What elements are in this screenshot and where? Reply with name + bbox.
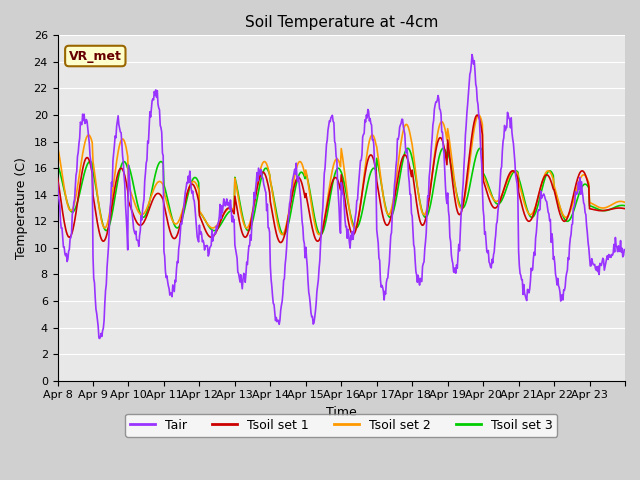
- X-axis label: Time: Time: [326, 406, 356, 419]
- Legend: Tair, Tsoil set 1, Tsoil set 2, Tsoil set 3: Tair, Tsoil set 1, Tsoil set 2, Tsoil se…: [125, 414, 557, 437]
- Title: Soil Temperature at -4cm: Soil Temperature at -4cm: [244, 15, 438, 30]
- Y-axis label: Temperature (C): Temperature (C): [15, 157, 28, 259]
- Text: VR_met: VR_met: [69, 49, 122, 62]
